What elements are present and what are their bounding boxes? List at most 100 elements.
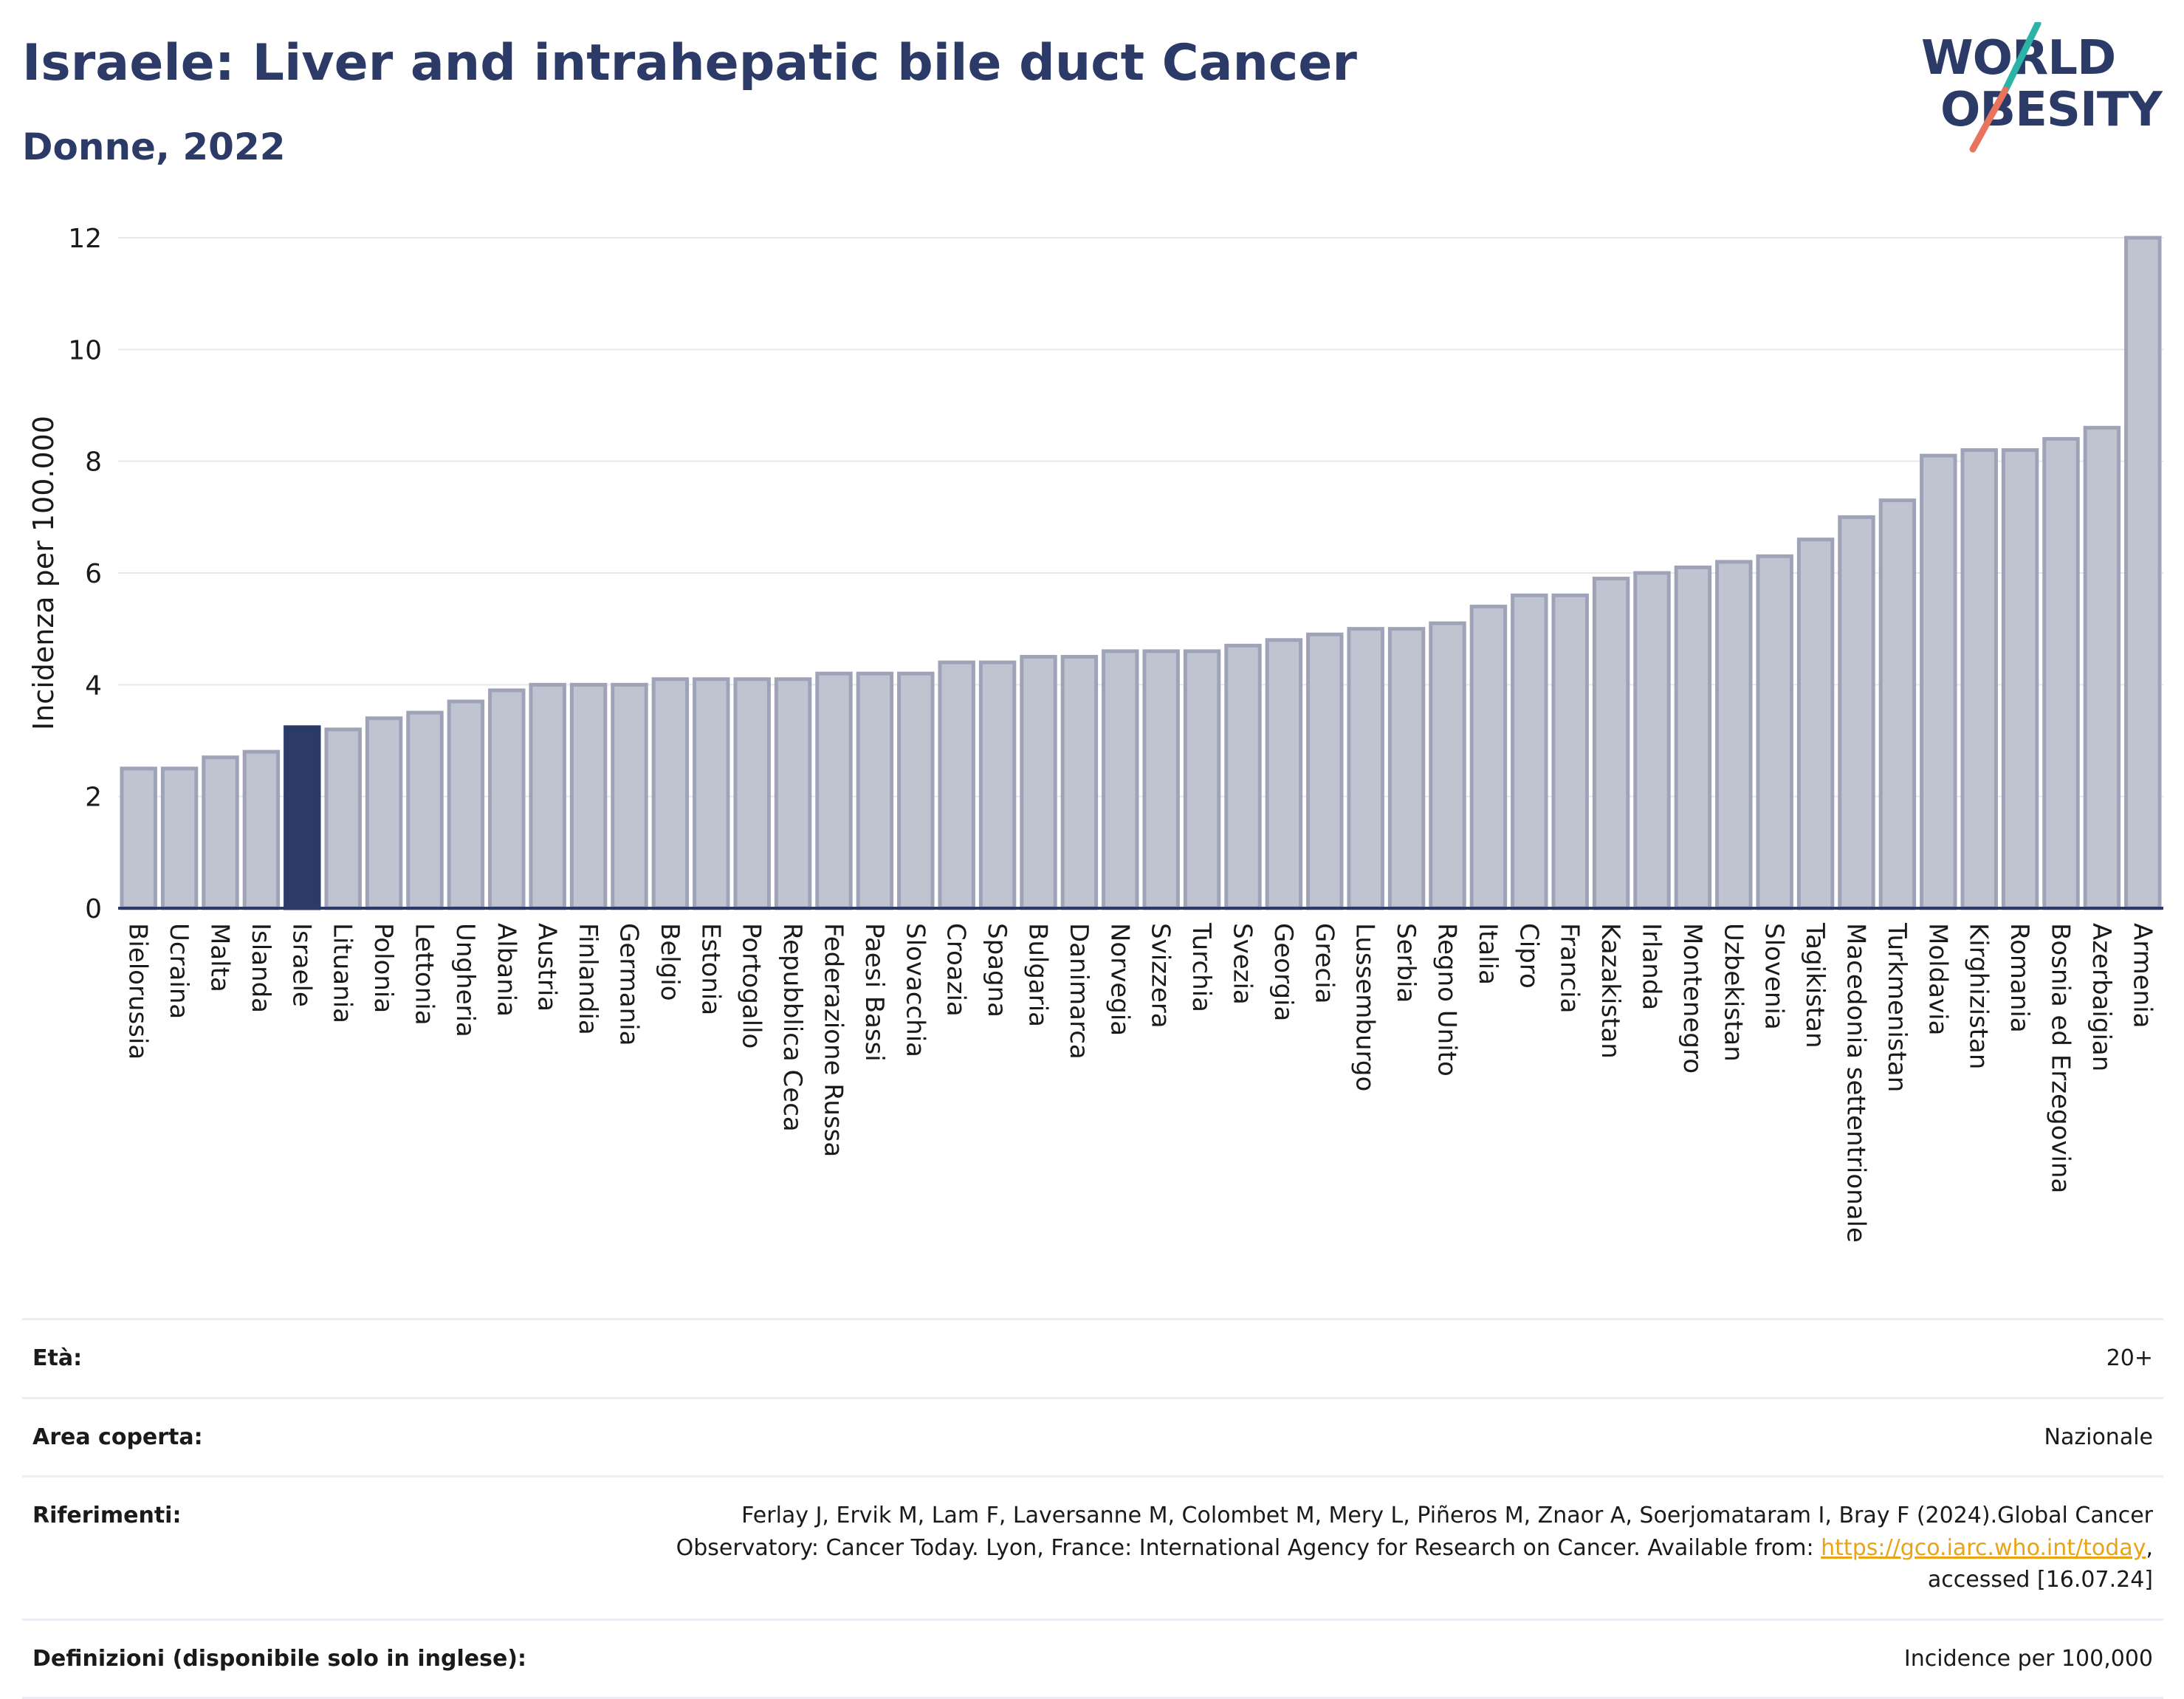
bar-ungheria [449,701,482,908]
bar-azerbaigian [2085,428,2118,908]
bar-portogallo [735,679,769,908]
y-tick-label: 8 [85,447,102,478]
bar-italia [1472,606,1505,908]
bar-svezia [1226,645,1260,908]
info-label: Area coperta: [32,1421,594,1454]
bar-moldavia [1922,456,1955,908]
x-tick-label: Turkmenistan [1882,922,1912,1092]
x-tick-label: Ucraina [164,923,193,1019]
bar-lussemburgo [1349,629,1382,908]
x-tick-label: Bulgaria [1023,923,1053,1027]
y-axis-label: Incidenza per 100.000 [27,416,60,730]
x-tick-label: Svizzera [1146,923,1175,1029]
bar-bosnia-ed-erzegovina [2044,439,2078,908]
x-tick-label: Paesi Bassi [859,923,889,1062]
x-tick-label: Kirghizistan [1964,923,1994,1069]
info-table: Età: 20+ Area coperta: Nazionale Riferim… [22,1318,2163,1699]
x-tick-label: Grecia [1309,923,1339,1003]
bar-kazakistan [1594,579,1627,908]
info-row-definitions: Definizioni (disponibile solo in inglese… [22,1619,2163,1699]
bar-repubblica-ceca [776,679,809,908]
x-tick-label: Uzbekistan [1718,923,1748,1062]
x-tick-label: Austria [532,923,562,1012]
bar-grecia [1308,634,1342,908]
bar-uzbekistan [1717,562,1751,908]
bar-belgio [653,679,687,908]
info-value: 20+ [2106,1342,2153,1375]
bar-bulgaria [1022,657,1055,909]
bar-svizzera [1144,651,1178,908]
bar-georgia [1267,640,1300,908]
y-tick-label: 4 [85,670,102,701]
x-tick-label: Croazia [941,923,971,1017]
bar-estonia [695,679,728,908]
x-tick-label: Belgio [655,923,684,1001]
bar-ucraina [162,769,196,908]
bar-macedonia-settentrionale [1840,517,1873,908]
bar-germania [613,684,646,908]
bar-paesi-bassi [858,673,891,908]
x-tick-label: Germania [614,923,644,1046]
bar-spagna [981,662,1014,908]
world-obesity-logo: WORLD OBESITY [1920,22,2171,159]
bar-cipro [1513,595,1546,908]
info-row-references: Riferimenti: Ferlay J, Ervik M, Lam F, L… [22,1475,2163,1619]
y-tick-label: 10 [68,335,102,365]
bar-francia [1553,595,1587,908]
reference-text: Ferlay J, Ervik M, Lam F, Laversanne M, … [632,1500,2153,1596]
bar-romania [2003,450,2036,908]
bar-slovacchia [899,673,933,908]
bar-finlandia [571,684,605,908]
bar-montenegro [1676,567,1709,908]
bar-serbia [1390,629,1423,908]
bar-polonia [367,718,400,908]
info-row-area: Area coperta: Nazionale [22,1397,2163,1476]
x-tick-label: Turchia [1187,922,1216,1012]
x-tick-label: Bielorussia [123,923,153,1060]
bar-turchia [1185,651,1218,908]
x-tick-label: Lussemburgo [1350,923,1380,1091]
x-tick-label: Slovacchia [900,923,930,1057]
bar-turkmenistan [1881,501,1914,908]
x-tick-label: Cipro [1514,923,1543,989]
x-tick-label: Norvegia [1105,923,1134,1036]
bar-lettonia [408,713,442,908]
y-tick-label: 0 [85,894,102,924]
x-tick-label: Moldavia [1923,923,1952,1035]
chart-subtitle: Donne, 2022 [22,126,286,168]
y-tick-label: 2 [85,783,102,813]
x-tick-label: Serbia [1391,923,1421,1003]
y-tick-label: 6 [85,559,102,589]
bar-bielorussia [122,769,155,908]
info-value: Incidence per 100,000 [1904,1643,2153,1675]
x-tick-label: Armenia [2127,923,2157,1029]
x-tick-label: Bosnia ed Erzegovina [2046,923,2075,1193]
info-label: Età: [32,1342,594,1375]
x-tick-label: Israele [286,923,316,1007]
x-tick-label: Macedonia settentrionale [1841,923,1871,1243]
bar-croazia [940,662,973,908]
x-tick-label: Romania [2005,923,2034,1033]
x-tick-label: Malta [205,923,235,992]
bar-chart: 0 2 4 6 8 10 12 Bielorussia Ucraina Malta Islanda… [0,192,2184,1300]
reference-link[interactable]: https://gco.iarc.who.int/today [1821,1535,2146,1561]
x-tick-label: Italia [1473,923,1503,985]
x-tick-label: Montenegro [1678,923,1707,1074]
info-value: Nazionale [2044,1421,2153,1454]
bar-federazione-russa [817,673,851,908]
x-tick-label: Regno Unito [1432,923,1462,1077]
bar-irlanda [1635,573,1669,908]
y-axis-ticks: 0 2 4 6 8 10 12 [68,224,102,924]
x-tick-label: Repubblica Ceca [777,923,807,1132]
x-tick-label: Danimarca [1064,923,1093,1060]
x-tick-label: Azerbaigian [2087,923,2116,1071]
bar-israele [286,727,319,908]
x-tick-label: Ungheria [450,923,480,1037]
bar-kirghizistan [1962,450,1996,908]
x-tick-label: Tagikistan [1800,922,1830,1048]
x-tick-label: Islanda [246,923,275,1013]
bar-albania [490,690,523,908]
y-tick-label: 12 [68,224,102,254]
bar-tagikistan [1799,540,1832,908]
